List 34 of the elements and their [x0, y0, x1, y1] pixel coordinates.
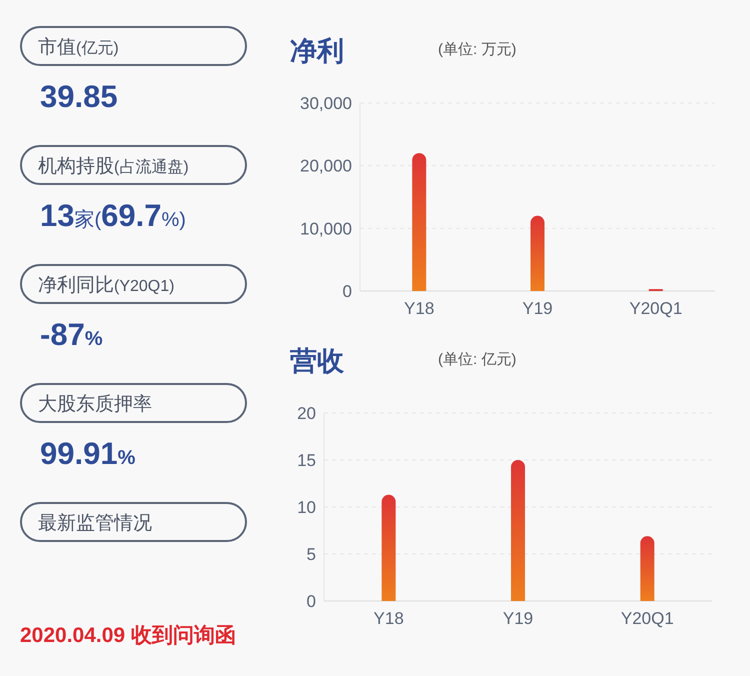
text: 大股东质押率 — [38, 393, 152, 415]
text: -87% — [40, 317, 103, 352]
chart-title: 营收 — [289, 346, 345, 376]
y-tick-label: 10,000 — [300, 219, 352, 238]
x-tick-label: Y18 — [374, 609, 404, 628]
chart-subtitle: (单位: 万元) — [438, 41, 516, 58]
chart-title: 净利 — [290, 36, 344, 66]
bar — [511, 460, 525, 601]
y-tick-label: 10 — [297, 498, 316, 517]
text: 机构持股(占流通盘) — [38, 156, 189, 177]
text: 13家(69.7%) — [40, 198, 186, 233]
y-tick-label: 5 — [306, 544, 316, 564]
x-tick-label: Y19 — [502, 609, 534, 628]
y-tick-label: 0 — [342, 282, 352, 301]
bar — [640, 536, 654, 601]
text: 2020.04.09 收到问询函 — [20, 624, 236, 647]
text: 99.91% — [40, 436, 136, 471]
y-tick-label: 0 — [306, 592, 316, 611]
y-tick-label: 20 — [297, 404, 316, 423]
chart-subtitle: (单位: 亿元) — [438, 351, 516, 368]
y-tick-label: 30,000 — [300, 94, 352, 113]
y-tick-label: 15 — [297, 450, 316, 470]
x-tick-label: Y20Q1 — [620, 609, 674, 628]
bar — [382, 494, 396, 601]
x-tick-label: Y19 — [522, 299, 553, 318]
text: 净利同比(Y20Q1) — [38, 275, 174, 296]
bar — [530, 216, 544, 291]
text: 最新监管情况 — [38, 512, 152, 534]
text: 市值(亿元) — [38, 36, 119, 58]
text: 39.85 — [40, 79, 118, 114]
y-tick-label: 20,000 — [300, 156, 352, 176]
bar — [412, 153, 426, 291]
x-tick-label: Y20Q1 — [629, 299, 682, 318]
x-tick-label: Y18 — [404, 299, 434, 318]
